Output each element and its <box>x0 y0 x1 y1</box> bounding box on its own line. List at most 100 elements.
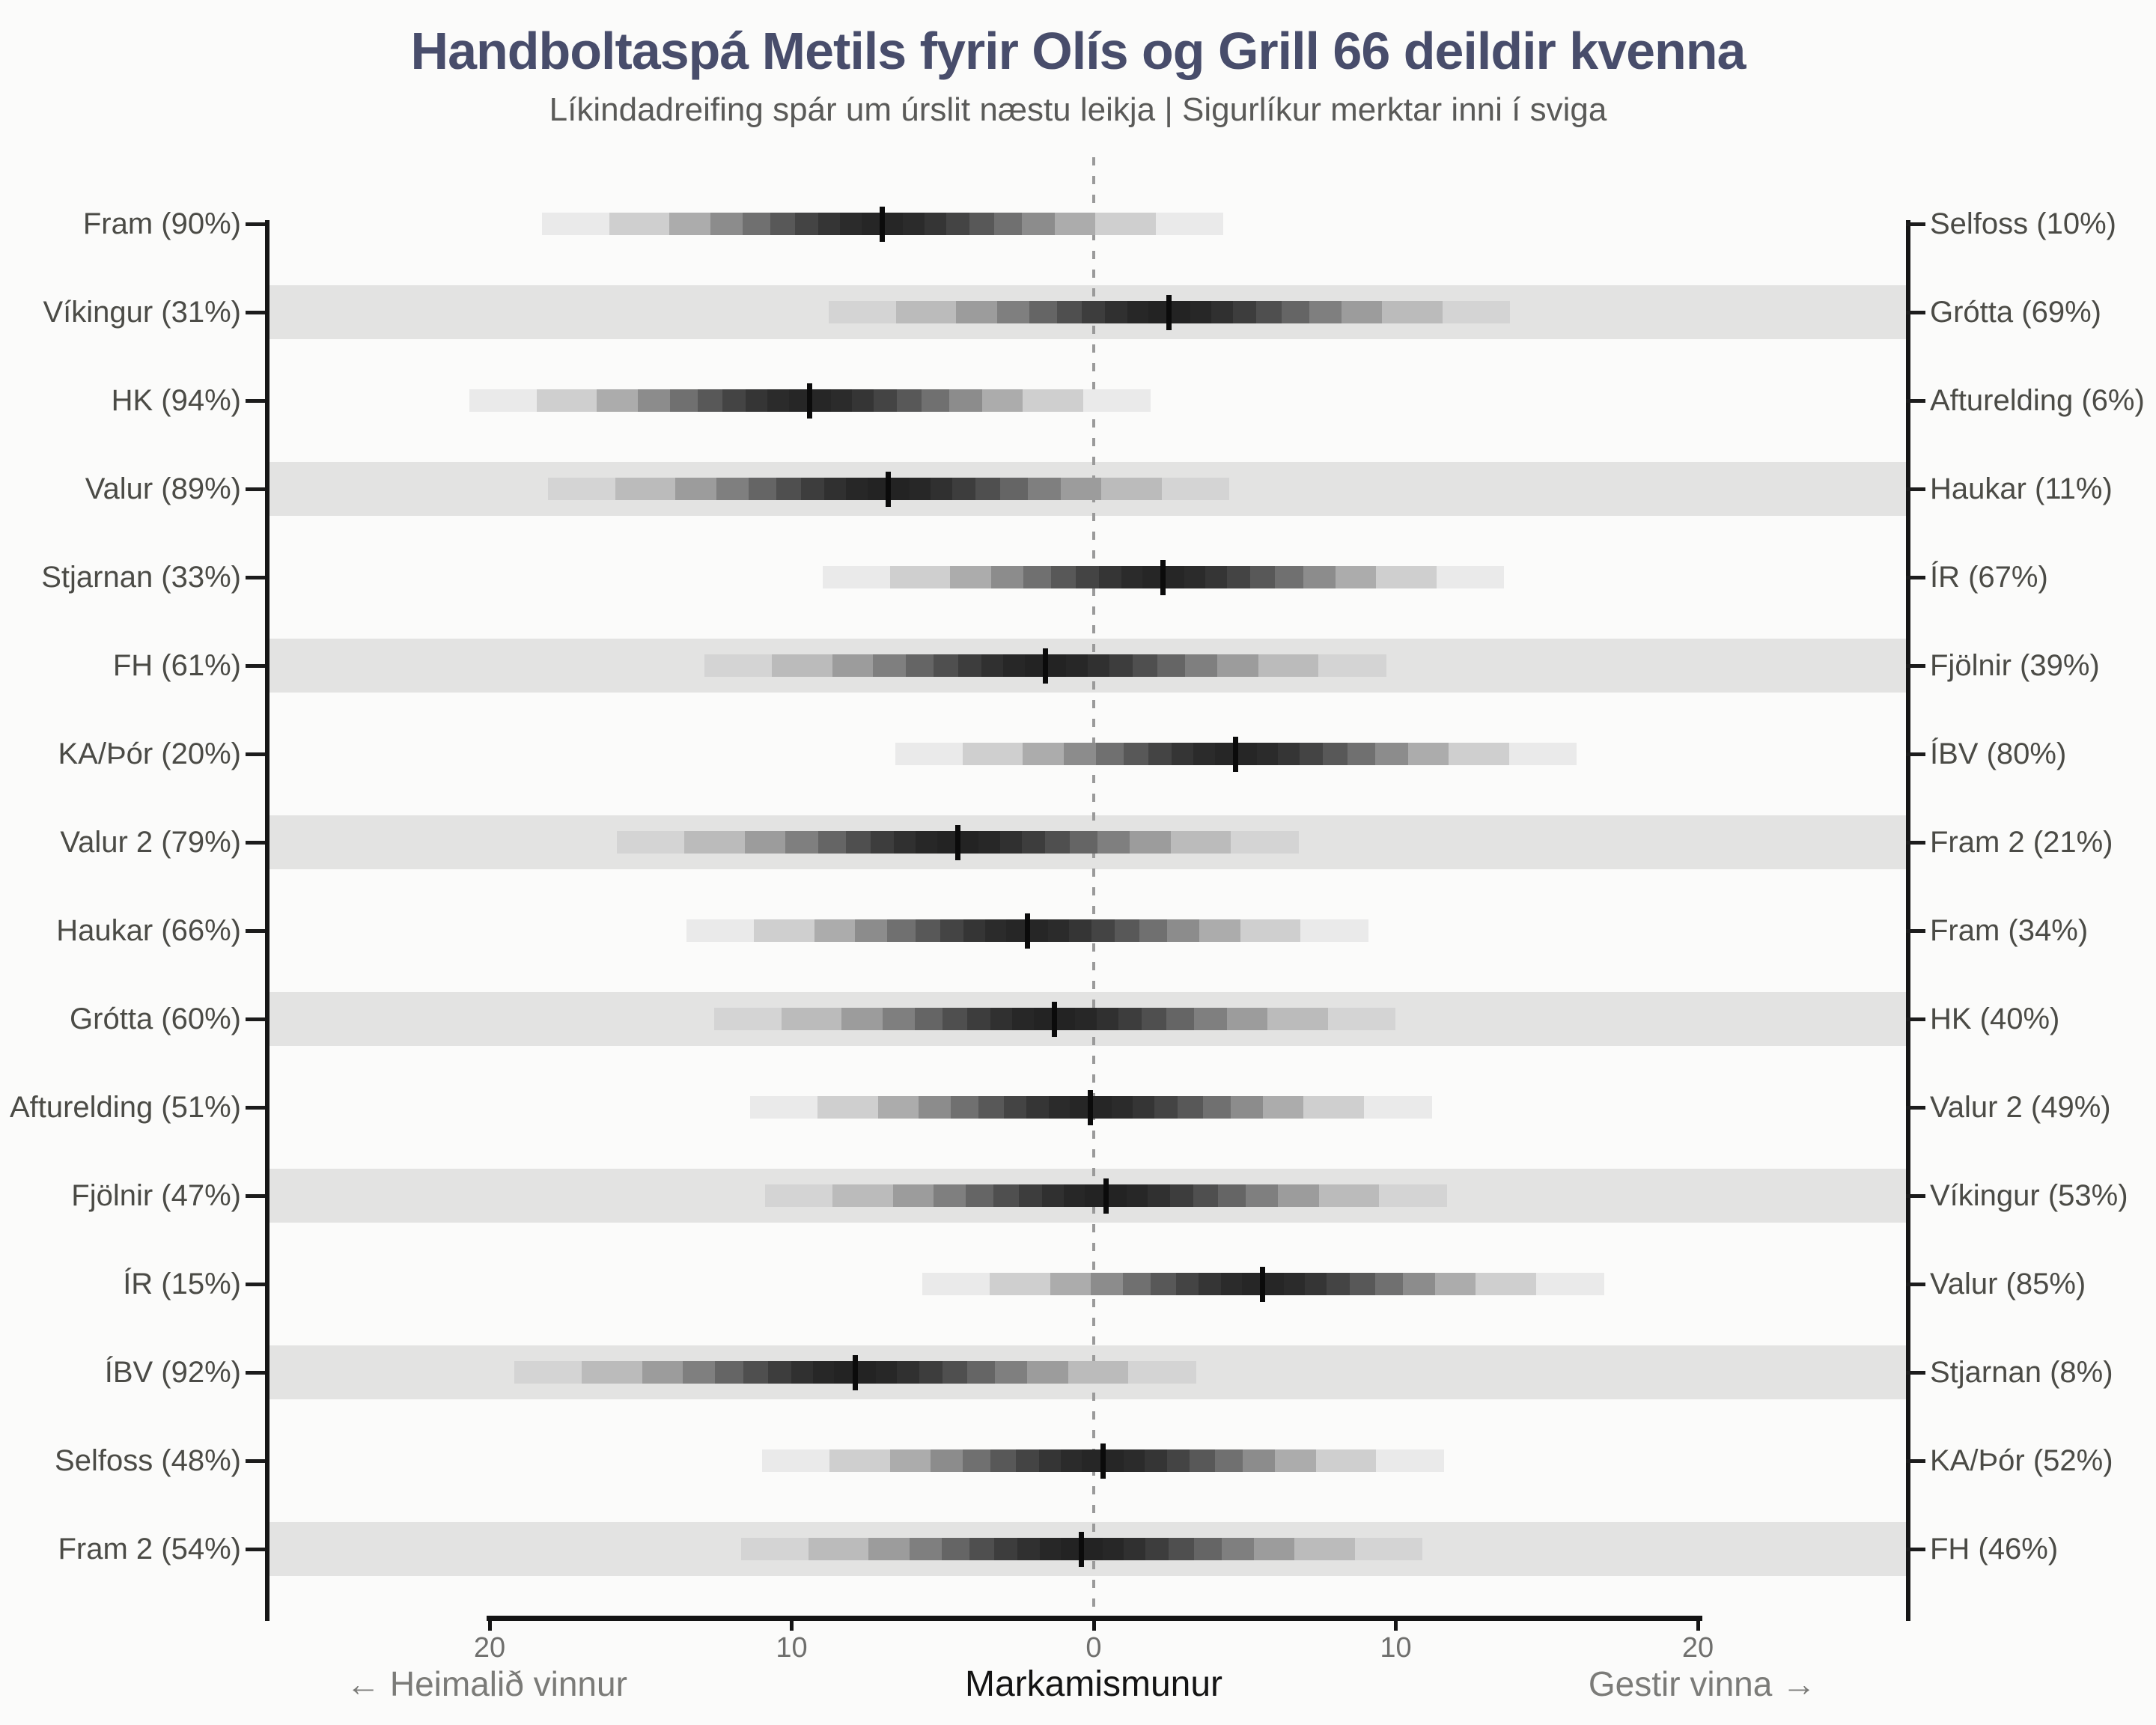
density-cell <box>698 389 723 412</box>
density-cell <box>1033 1008 1056 1030</box>
density-cell <box>541 213 610 235</box>
density-cell <box>762 1449 830 1472</box>
density-cell <box>1075 1008 1097 1030</box>
home-team-label: Stjarnan (33%) <box>41 561 241 594</box>
density-cell <box>909 1538 943 1560</box>
matchup-row: Grótta (60%) HK (40%) <box>0 975 2156 1063</box>
density-cell <box>942 1008 968 1030</box>
density-cell <box>1175 1273 1200 1295</box>
median-tick <box>954 825 960 860</box>
density-cell <box>963 919 986 942</box>
density-cell <box>877 1096 919 1119</box>
density-cell <box>1230 1096 1264 1119</box>
x-axis-tick-label: 20 <box>1681 1632 1714 1664</box>
x-axis-tick <box>487 1616 492 1631</box>
density-cell <box>1048 919 1071 942</box>
density-cell <box>887 919 916 942</box>
density-cell <box>1217 1184 1246 1207</box>
density-cell <box>1087 654 1110 677</box>
density-cell <box>1283 1273 1306 1295</box>
density-cell <box>743 1361 769 1384</box>
density-cell <box>1172 743 1195 765</box>
median-tick <box>807 383 813 419</box>
density-cell <box>957 831 979 854</box>
density-cell <box>1211 301 1234 323</box>
density-cell <box>809 389 832 412</box>
median-tick <box>1024 913 1030 949</box>
density-cell <box>956 301 998 323</box>
density-cell <box>1085 1184 1106 1207</box>
density-cell <box>748 478 777 500</box>
density-cell <box>582 1361 643 1384</box>
left-axis-line <box>265 220 270 1621</box>
density-cell <box>1536 1273 1604 1295</box>
density-cell <box>813 1361 835 1384</box>
density-cell <box>1442 301 1511 323</box>
density-cell <box>1028 478 1062 500</box>
density-cell <box>985 919 1007 942</box>
density-cell <box>1148 1184 1171 1207</box>
density-cell <box>1063 743 1097 765</box>
density-cell <box>903 213 925 235</box>
density-cell <box>1375 743 1409 765</box>
matchup-row: Valur 2 (79%) Fram 2 (21%) <box>0 798 2156 886</box>
x-axis-tick-label: 10 <box>776 1632 808 1664</box>
density-cell <box>822 566 891 588</box>
median-tick <box>1088 1090 1094 1125</box>
matchup-row: Valur (89%) Haukar (11%) <box>0 445 2156 533</box>
matchup-row: Fjölnir (47%) Víkingur (53%) <box>0 1151 2156 1240</box>
density-cell <box>1054 1008 1077 1030</box>
density-cell <box>889 1449 931 1472</box>
density-cell <box>1508 743 1577 765</box>
density-cell <box>1027 919 1049 942</box>
density-cell <box>969 1538 996 1560</box>
density-cell <box>897 389 922 412</box>
density-cell <box>851 389 874 412</box>
matchup-row: Stjarnan (33%) ÍR (67%) <box>0 533 2156 621</box>
density-cell <box>801 478 825 500</box>
right-axis-row-tick <box>1906 752 1925 756</box>
median-tick <box>1260 1267 1266 1302</box>
density-cell <box>994 1538 1018 1560</box>
density-cell <box>1154 1096 1178 1119</box>
density-cell <box>704 654 773 677</box>
density-cell <box>1041 1184 1065 1207</box>
density-cell <box>895 743 963 765</box>
home-team-label: Afturelding (51%) <box>9 1091 241 1124</box>
density-cell <box>1364 1096 1432 1119</box>
density-cell <box>1133 1096 1156 1119</box>
median-tick <box>852 1355 858 1390</box>
density-cell <box>1102 1538 1124 1560</box>
density-cell <box>1376 1449 1444 1472</box>
density-cell <box>981 389 1023 412</box>
density-cell <box>776 478 802 500</box>
density-cell <box>867 478 889 500</box>
density-cell <box>922 1273 990 1295</box>
density-cell <box>1240 919 1301 942</box>
density-cell <box>1202 1096 1231 1119</box>
density-cell <box>1242 1449 1276 1472</box>
density-cell <box>746 389 769 412</box>
density-cell <box>1068 1361 1129 1384</box>
density-cell <box>1060 1449 1082 1472</box>
density-cell <box>1103 1449 1124 1472</box>
density-cell <box>1318 1184 1380 1207</box>
density-cell <box>1170 831 1232 854</box>
density-cell <box>967 1008 991 1030</box>
density-cell <box>873 654 907 677</box>
density-cell <box>990 1008 1013 1030</box>
matchup-row: Selfoss (48%) KA/Þór (52%) <box>0 1417 2156 1505</box>
density-cell <box>1305 1273 1328 1295</box>
page-subtitle: Líkindadreifing spár um úrslit næstu lei… <box>549 91 1607 128</box>
home-team-label: Víkingur (31%) <box>43 296 241 329</box>
density-cell <box>781 1008 842 1030</box>
left-axis-row-tick <box>246 1459 265 1463</box>
density-cell <box>772 654 833 677</box>
density-cell <box>1374 1273 1404 1295</box>
density-cell <box>1167 919 1200 942</box>
density-cell <box>1233 301 1257 323</box>
density-cell <box>978 1096 1005 1119</box>
left-axis-row-tick <box>246 1106 265 1110</box>
right-axis-row-tick <box>1906 1548 1925 1551</box>
density-cell <box>1309 301 1342 323</box>
